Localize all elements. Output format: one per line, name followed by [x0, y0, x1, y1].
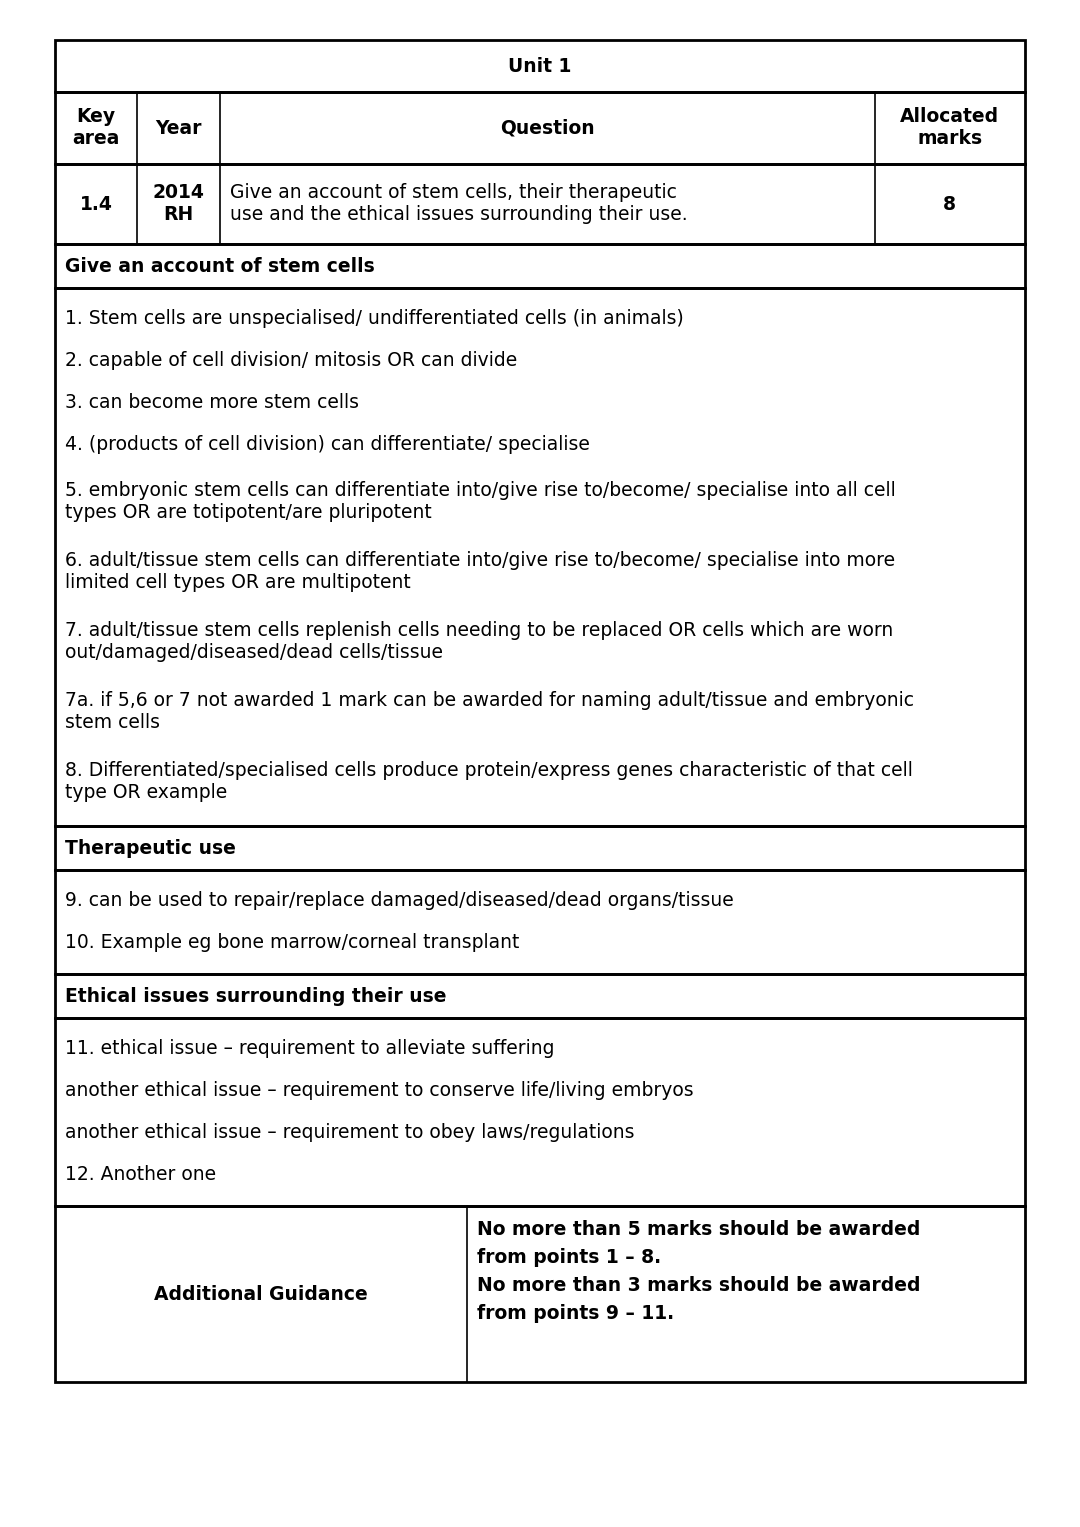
Text: 7a. if 5,6 or 7 not awarded 1 mark can be awarded for naming adult/tissue and em: 7a. if 5,6 or 7 not awarded 1 mark can b… — [65, 690, 914, 731]
Bar — [55, 870, 1025, 974]
Text: Give an account of stem cells: Give an account of stem cells — [65, 257, 375, 275]
Bar — [55, 1019, 1025, 1206]
Text: Give an account of stem cells, their therapeutic
use and the ethical issues surr: Give an account of stem cells, their the… — [230, 183, 688, 224]
Text: 7. adult/tissue stem cells replenish cells needing to be replaced OR cells which: 7. adult/tissue stem cells replenish cel… — [65, 620, 893, 661]
Bar — [55, 1206, 1025, 1382]
Text: 4. (products of cell division) can differentiate/ specialise: 4. (products of cell division) can diffe… — [65, 435, 590, 455]
Text: another ethical issue – requirement to conserve life/living embryos: another ethical issue – requirement to c… — [65, 1081, 693, 1101]
Text: Key
area: Key area — [72, 107, 120, 148]
Text: Therapeutic use: Therapeutic use — [65, 838, 235, 858]
Text: 12. Another one: 12. Another one — [65, 1165, 216, 1185]
Text: Additional Guidance: Additional Guidance — [154, 1284, 368, 1304]
Text: another ethical issue – requirement to obey laws/regulations: another ethical issue – requirement to o… — [65, 1124, 635, 1142]
Bar — [55, 163, 1025, 244]
Text: 8. Differentiated/specialised cells produce protein/express genes characteristic: 8. Differentiated/specialised cells prod… — [65, 760, 913, 802]
Text: 2. capable of cell division/ mitosis OR can divide: 2. capable of cell division/ mitosis OR … — [65, 351, 517, 371]
Bar — [55, 244, 1025, 289]
Text: 3. can become more stem cells: 3. can become more stem cells — [65, 394, 359, 412]
Text: 1.4: 1.4 — [80, 194, 112, 214]
Text: Year: Year — [156, 119, 202, 137]
Text: 11. ethical issue – requirement to alleviate suffering: 11. ethical issue – requirement to allev… — [65, 1040, 554, 1058]
Bar — [55, 826, 1025, 870]
Text: 6. adult/tissue stem cells can differentiate into/give rise to/become/ specialis: 6. adult/tissue stem cells can different… — [65, 551, 895, 591]
Text: Question: Question — [500, 119, 595, 137]
Text: 10. Example eg bone marrow/corneal transplant: 10. Example eg bone marrow/corneal trans… — [65, 933, 519, 953]
Bar — [55, 289, 1025, 826]
Text: Ethical issues surrounding their use: Ethical issues surrounding their use — [65, 986, 446, 1005]
Text: 8: 8 — [943, 194, 956, 214]
Text: 5. embryonic stem cells can differentiate into/give rise to/become/ specialise i: 5. embryonic stem cells can differentiat… — [65, 481, 895, 522]
Bar — [55, 92, 1025, 163]
Bar — [55, 40, 1025, 92]
Text: 9. can be used to repair/replace damaged/diseased/dead organs/tissue: 9. can be used to repair/replace damaged… — [65, 892, 733, 910]
Text: Allocated
marks: Allocated marks — [901, 107, 999, 148]
Text: Unit 1: Unit 1 — [509, 56, 571, 75]
Text: 1. Stem cells are unspecialised/ undifferentiated cells (in animals): 1. Stem cells are unspecialised/ undiffe… — [65, 310, 684, 328]
Bar — [55, 974, 1025, 1019]
Text: 2014
RH: 2014 RH — [152, 183, 204, 224]
Text: No more than 5 marks should be awarded
from points 1 – 8.
No more than 3 marks s: No more than 5 marks should be awarded f… — [477, 1220, 921, 1322]
